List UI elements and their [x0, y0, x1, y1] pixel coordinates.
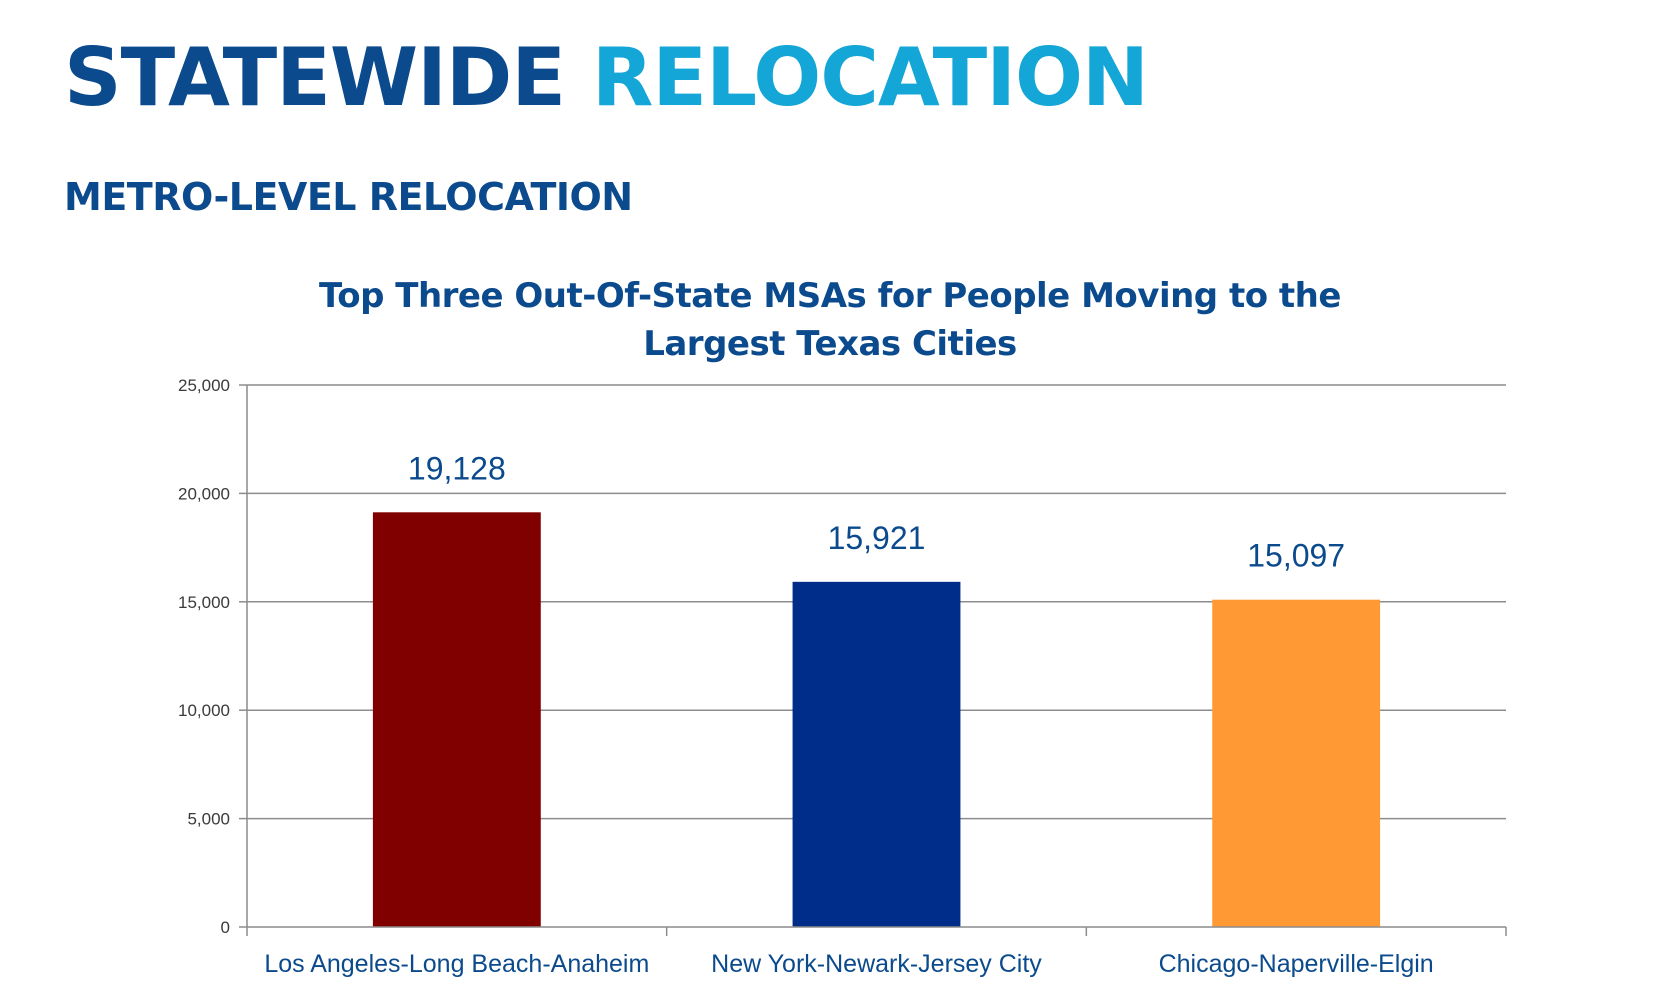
x-category-label: Los Angeles-Long Beach-Anaheim	[264, 950, 649, 978]
chart-title: Top Three Out-Of-State MSAs for People M…	[250, 272, 1410, 368]
x-category-label: New York-Newark-Jersey City	[711, 950, 1042, 978]
page-title-part2: RELOCATION	[591, 31, 1149, 124]
data-label: 15,921	[828, 520, 926, 556]
data-label: 15,097	[1247, 538, 1345, 574]
axes	[239, 384, 1507, 936]
x-category-label: Chicago-Naperville-Elgin	[1159, 950, 1434, 978]
y-tick-label: 5,000	[187, 810, 230, 829]
chart-title-line-2: Largest Texas Cities	[643, 324, 1017, 364]
section-subtitle: METRO-LEVEL RELOCATION	[64, 175, 633, 219]
bar	[792, 581, 961, 927]
bars	[372, 512, 1381, 927]
y-tick-label: 15,000	[178, 593, 230, 612]
y-tick-label: 0	[221, 918, 230, 937]
y-tick-label: 25,000	[178, 376, 230, 395]
labels: 0 5,000 10,000 15,000 20,000 25,000 19,128 Los …	[178, 376, 1434, 978]
page-title: STATEWIDE RELOCATION	[64, 38, 1149, 118]
y-tick-label: 20,000	[178, 484, 230, 503]
data-label: 19,128	[408, 450, 506, 486]
bar	[1212, 599, 1381, 927]
chart-title-line-1: Top Three Out-Of-State MSAs for People M…	[319, 276, 1341, 316]
bar	[372, 512, 541, 927]
y-tick-label: 10,000	[178, 701, 230, 720]
page-title-part1: STATEWIDE	[64, 31, 566, 124]
